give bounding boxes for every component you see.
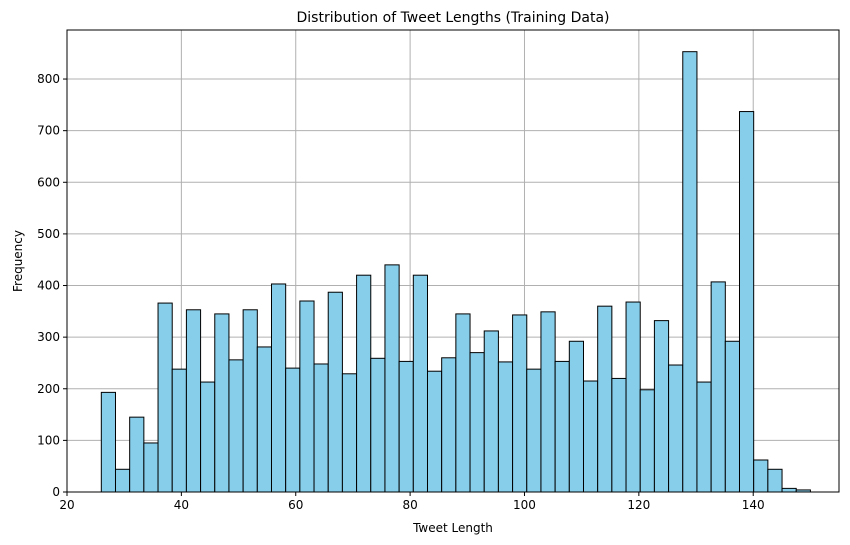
histogram-bar <box>767 468 783 493</box>
histogram-bar <box>611 377 627 493</box>
histogram-bar <box>653 320 670 493</box>
x-tick-label: 80 <box>402 498 417 512</box>
histogram-bar <box>568 340 584 493</box>
x-tick-label: 120 <box>627 498 650 512</box>
histogram-bar <box>398 360 414 493</box>
histogram-bar <box>327 291 343 493</box>
histogram-bar <box>384 264 400 493</box>
histogram-bar <box>370 357 386 493</box>
x-tick-label: 40 <box>174 498 189 512</box>
x-axis-label: Tweet Length <box>412 521 493 535</box>
histogram-bar <box>597 305 613 493</box>
histogram-bar <box>554 360 570 493</box>
y-tick-label: 600 <box>37 175 60 189</box>
histogram-bar <box>171 368 187 493</box>
histogram-bar <box>441 357 457 493</box>
histogram-bar <box>143 442 159 493</box>
bars <box>100 51 811 493</box>
x-tick-label: 20 <box>59 498 74 512</box>
x-axis-ticks: 20 40 60 80 100 120 140 <box>59 492 765 512</box>
histogram-bar <box>696 381 712 493</box>
histogram-bar <box>313 363 329 493</box>
plot-frame <box>66 29 840 493</box>
histogram-bar <box>668 364 684 493</box>
histogram-bar <box>100 391 116 493</box>
histogram-bar <box>157 302 173 493</box>
y-tick-label: 500 <box>37 227 60 241</box>
histogram-bar <box>412 274 428 493</box>
histogram-bar <box>526 368 542 493</box>
y-tick-label: 400 <box>37 279 60 293</box>
histogram-bar <box>242 309 258 493</box>
y-tick-label: 200 <box>37 382 60 396</box>
histogram-bar <box>710 281 726 493</box>
y-tick-label: 0 <box>52 485 60 499</box>
y-axis-label: Frequency <box>11 230 25 292</box>
histogram-bar <box>200 381 216 493</box>
y-axis-ticks: 0 100 200 300 400 500 600 700 800 <box>37 72 67 499</box>
x-tick-label: 140 <box>742 498 765 512</box>
x-tick-label: 60 <box>288 498 303 512</box>
histogram-bar <box>540 311 556 493</box>
histogram-bar <box>270 283 287 493</box>
histogram-bar <box>341 373 358 493</box>
histogram-bar <box>512 314 528 493</box>
histogram-bar <box>285 367 301 493</box>
histogram-bar <box>214 313 230 493</box>
y-tick-label: 800 <box>37 72 60 86</box>
histogram-bar <box>738 111 755 493</box>
histogram-bar <box>185 309 202 493</box>
y-tick-label: 700 <box>37 124 60 138</box>
histogram-bar <box>356 274 372 493</box>
histogram-bar <box>455 313 471 493</box>
y-tick-label: 300 <box>37 330 60 344</box>
histogram-bar <box>256 346 272 493</box>
y-tick-label: 100 <box>37 433 60 447</box>
histogram-bar <box>228 359 244 493</box>
histogram-bar <box>753 459 769 493</box>
histogram-bar <box>781 487 797 493</box>
histogram-bar <box>426 370 443 493</box>
histogram-bar <box>639 389 655 493</box>
histogram-bar <box>497 361 514 493</box>
histogram-bar <box>469 352 485 493</box>
histogram-bar <box>582 380 599 493</box>
histogram-bar <box>114 468 131 493</box>
histogram-bar <box>724 340 740 493</box>
histogram-bar <box>129 416 145 493</box>
histogram-bar <box>483 330 499 493</box>
histogram-bar <box>299 300 315 493</box>
chart-title: Distribution of Tweet Lengths (Training … <box>297 10 610 26</box>
x-tick-label: 100 <box>513 498 536 512</box>
histogram-bar <box>682 51 698 493</box>
histogram-bar <box>625 301 641 493</box>
